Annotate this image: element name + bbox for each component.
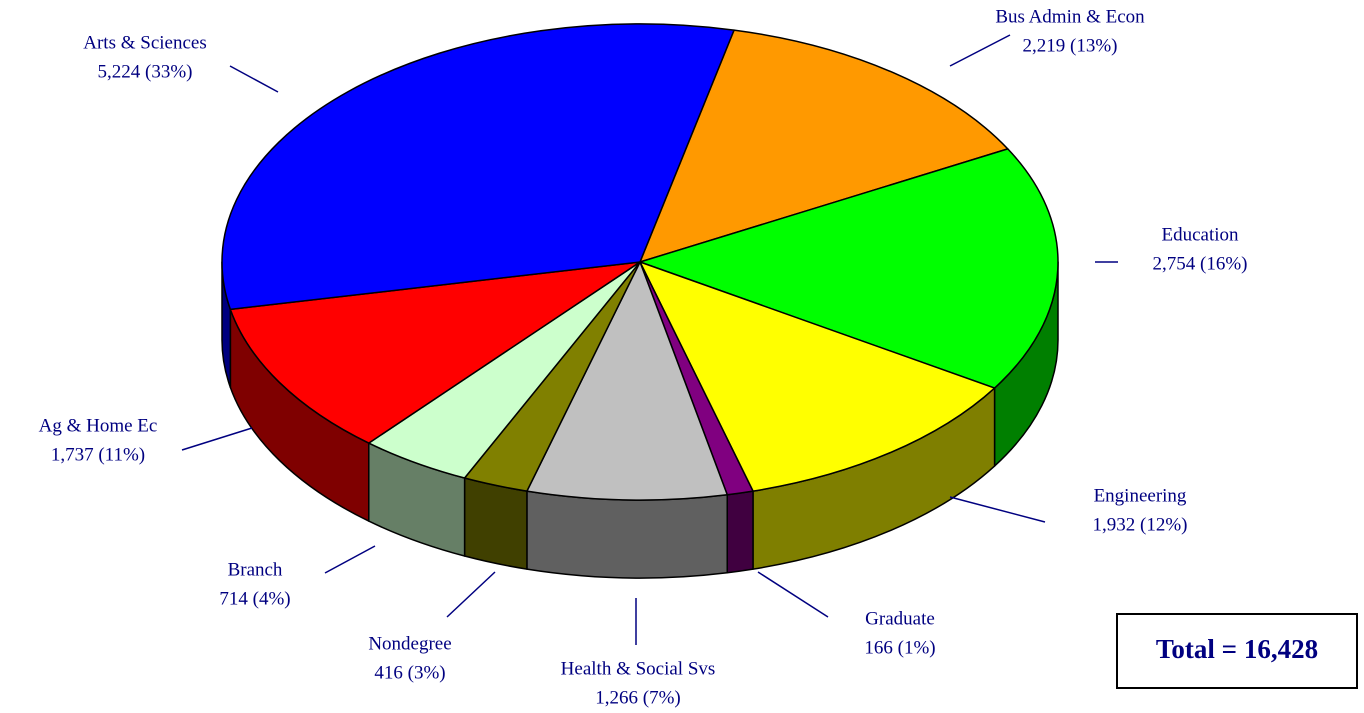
leader-line — [181, 427, 253, 451]
slice-label: Arts & Sciences — [83, 32, 206, 53]
leader-line — [757, 571, 829, 618]
value-label: 1,266 (7%) — [595, 687, 680, 708]
slice — [229, 261, 641, 444]
slice-label: Nondegree — [368, 633, 451, 654]
value-label: 166 (1%) — [864, 637, 935, 658]
leader-line — [324, 545, 376, 574]
slice-label: Health & Social Svs — [561, 658, 716, 679]
slice-label: Education — [1161, 224, 1239, 245]
slice — [639, 29, 1009, 263]
slice-side — [726, 490, 754, 574]
slice — [639, 148, 1059, 389]
slice-label: Graduate — [865, 608, 935, 629]
slice — [639, 261, 996, 492]
slice-label: Ag & Home Ec — [39, 415, 158, 436]
value-label: 714 (4%) — [219, 588, 290, 609]
total-annotation: Total = 16,428 — [1156, 634, 1318, 664]
slice-label: Branch — [228, 559, 283, 580]
slice-label: Bus Admin & Econ — [995, 6, 1145, 27]
slice-label: Engineering — [1094, 485, 1187, 506]
slice-side — [463, 477, 528, 570]
value-label: 1,737 (11%) — [51, 444, 145, 465]
total-box — [1116, 613, 1358, 689]
slice — [221, 23, 735, 311]
slice — [526, 261, 728, 501]
slice-side — [526, 490, 728, 579]
value-label: 2,754 (16%) — [1153, 253, 1248, 274]
value-label: 2,219 (13%) — [1023, 35, 1118, 56]
leader-line — [446, 571, 496, 618]
value-label: 1,932 (12%) — [1093, 514, 1188, 535]
leader-line — [949, 496, 1046, 523]
value-label: 5,224 (33%) — [98, 61, 193, 82]
value-label: 416 (3%) — [374, 662, 445, 683]
leader-line — [229, 65, 279, 93]
leader-line — [949, 34, 1011, 67]
